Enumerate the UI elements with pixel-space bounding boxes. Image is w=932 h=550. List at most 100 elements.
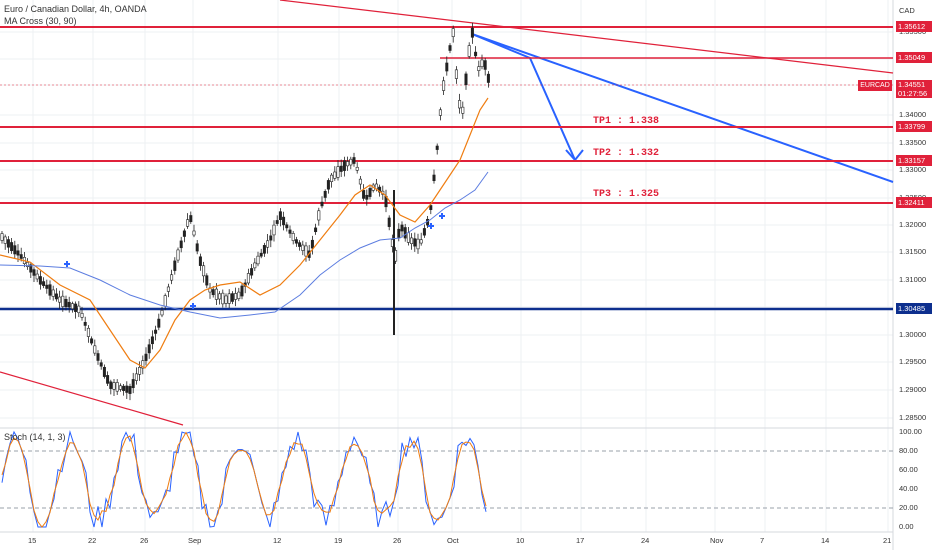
price-tick-label: 1.30000 [899, 330, 927, 339]
candle-body [317, 210, 321, 221]
blue-trend-line [471, 33, 894, 183]
candle-body [442, 80, 446, 91]
cross-marker [439, 213, 445, 219]
cross-marker [64, 261, 70, 267]
candle-body [51, 289, 55, 297]
candle-body [141, 360, 145, 369]
candle-body [477, 66, 481, 71]
candle-body [102, 366, 106, 377]
candle-body [173, 260, 177, 271]
price-tick-label: 1.32000 [899, 220, 927, 229]
candle-body [6, 239, 10, 248]
candle-body [42, 281, 46, 286]
candle-body [410, 237, 414, 244]
time-tick-label: 10 [516, 536, 525, 545]
candles [0, 22, 490, 401]
candle-body [339, 165, 343, 172]
stoch-tick-label: 40.00 [899, 484, 918, 493]
time-tick-label: 21 [883, 536, 892, 545]
candle-body [112, 382, 116, 390]
candle-body [80, 313, 84, 318]
candle-body [448, 45, 452, 51]
candle-body [26, 262, 30, 267]
forecast-arrowhead [565, 149, 584, 162]
candle-body [214, 288, 218, 300]
candle-body [237, 291, 241, 299]
candle-body [342, 160, 346, 171]
candle-body [227, 293, 231, 304]
candle-body [125, 385, 129, 393]
last-price: 1.34551 [898, 80, 926, 89]
symbol-title[interactable]: Euro / Canadian Dollar, 4h, OANDA [4, 4, 147, 14]
price-tick-label: 1.31000 [899, 275, 927, 284]
stoch-k-line [1, 430, 487, 528]
candle-body [352, 157, 356, 164]
candle-body [403, 227, 407, 239]
candle-body [368, 188, 372, 197]
time-tick-label: 15 [28, 536, 37, 545]
ma-slow-line [0, 171, 489, 319]
candle-body [147, 344, 151, 354]
level-tag: 1.32411 [896, 197, 932, 208]
time-tick-label: 14 [821, 536, 830, 545]
candle-body [13, 245, 17, 255]
candle-body [157, 318, 161, 328]
candle-body [333, 171, 337, 179]
candle-body [387, 217, 391, 227]
candle-body [416, 238, 420, 250]
candle-body [86, 327, 90, 337]
candle-body [451, 28, 455, 37]
candle-body [470, 27, 474, 38]
candle-body [77, 305, 81, 314]
candle-body [250, 268, 254, 276]
level-tag: 1.33799 [896, 121, 932, 132]
candle-body [118, 385, 122, 390]
price-tick-label: 1.33000 [899, 165, 927, 174]
level-tag: 1.35049 [896, 52, 932, 63]
candle-body [106, 375, 110, 384]
price-tick-label: 1.29000 [899, 385, 927, 394]
time-tick-label: Oct [447, 536, 459, 545]
indicator-label[interactable]: MA Cross (30, 90) [4, 16, 77, 26]
candle-body [64, 298, 68, 308]
candle-body [166, 286, 170, 292]
candle-body [336, 166, 340, 178]
candle-body [323, 191, 327, 198]
level-tag: 1.30485 [896, 303, 932, 314]
candle-body [67, 301, 71, 308]
candle-body [275, 220, 279, 224]
candle-body [221, 292, 225, 305]
candle-body [413, 238, 417, 247]
stoch-tick-label: 100.00 [899, 427, 922, 436]
candle-body [474, 51, 478, 57]
candle-body [419, 239, 423, 244]
ticker-tag: EURCAD [858, 80, 892, 91]
candle-body [458, 100, 462, 109]
level-tag: 1.35612 [896, 21, 932, 32]
candle-body [320, 201, 324, 207]
candle-body [365, 194, 369, 200]
price-tick-label: 1.29500 [899, 357, 927, 366]
candle-body [282, 216, 286, 226]
candle-body [138, 367, 142, 375]
candle-body [205, 275, 209, 286]
candle-body [182, 230, 186, 237]
candle-body [90, 338, 94, 344]
candle-body [198, 256, 202, 266]
stoch-label[interactable]: Stoch (14, 1, 3) [4, 432, 66, 442]
cross-marker [190, 303, 196, 309]
candle-body [61, 295, 65, 307]
candle-body [240, 285, 244, 297]
stoch-tick-label: 60.00 [899, 465, 918, 474]
candle-body [122, 385, 126, 391]
candle-body [259, 252, 263, 257]
cross-markers [64, 213, 445, 309]
candle-body [128, 386, 132, 394]
time-tick-label: 22 [88, 536, 97, 545]
candle-body [400, 224, 404, 232]
candle-body [134, 373, 138, 381]
candle-body [189, 215, 193, 223]
last-price-tag: 1.34551 01:27:56 [896, 80, 932, 98]
candle-body [230, 293, 234, 302]
